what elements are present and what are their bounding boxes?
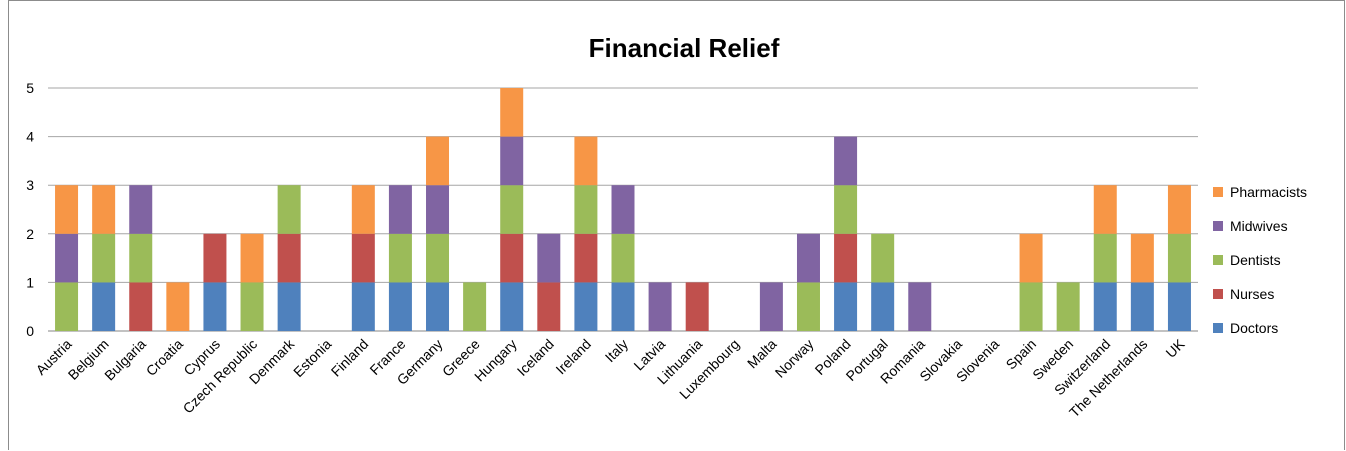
x-tick-label: Norway: [772, 336, 817, 381]
bar-dentists-belgium: [92, 233, 116, 283]
bar-doctors-france: [388, 282, 412, 331]
bar-pharmacists-hungary: [500, 88, 524, 137]
y-tick-label: 0: [26, 323, 34, 339]
bar-midwives-poland: [834, 136, 858, 186]
bar-dentists-austria: [55, 282, 79, 331]
x-tick-label: Finland: [328, 336, 372, 380]
bar-doctors-finland: [351, 282, 375, 331]
bar-dentists-greece: [463, 282, 487, 331]
bars: [55, 88, 1191, 331]
legend-swatch-nurses: [1213, 289, 1223, 299]
x-tick-label: Bulgaria: [101, 336, 149, 384]
x-tick-label: UK: [1163, 335, 1189, 361]
legend-label-pharmacists: Pharmacists: [1230, 184, 1307, 200]
bar-midwives-latvia: [648, 282, 672, 331]
bar-doctors-switzerland: [1093, 282, 1117, 331]
bar-doctors-denmark: [277, 282, 301, 331]
bar-dentists-ireland: [574, 185, 598, 234]
x-axis-labels: AustriaBelgiumBulgariaCroatiaCyprusCzech…: [33, 335, 1188, 420]
bar-doctors-hungary: [500, 282, 524, 331]
bar-dentists-hungary: [500, 185, 524, 234]
bar-pharmacists-germany: [426, 136, 450, 186]
bar-pharmacists-spain: [1019, 233, 1043, 283]
bar-doctors-belgium: [92, 282, 116, 331]
legend-swatch-midwives: [1213, 221, 1223, 231]
bar-pharmacists-croatia: [166, 282, 190, 331]
y-tick-label: 5: [26, 80, 34, 96]
bar-pharmacists-czech-republic: [240, 233, 264, 283]
bar-nurses-lithuania: [685, 282, 709, 331]
legend-label-nurses: Nurses: [1230, 286, 1274, 302]
bar-dentists-czech-republic: [240, 282, 264, 331]
bar-dentists-uk: [1167, 233, 1191, 283]
bar-doctors-ireland: [574, 282, 598, 331]
bar-doctors-the-netherlands: [1130, 282, 1154, 331]
bar-midwives-romania: [908, 282, 932, 331]
bar-dentists-germany: [426, 233, 450, 283]
bar-midwives-norway: [796, 233, 820, 283]
legend: Pharmacists Midwives Dentists Nurses Doctors: [1213, 184, 1307, 336]
y-tick-label: 4: [26, 129, 34, 145]
legend-swatch-pharmacists: [1213, 187, 1223, 197]
bar-midwives-austria: [55, 233, 79, 283]
bar-midwives-malta: [759, 282, 783, 331]
y-tick-label: 2: [26, 226, 34, 242]
bar-dentists-switzerland: [1093, 233, 1117, 283]
x-tick-label: Ireland: [552, 336, 594, 378]
bar-pharmacists-the-netherlands: [1130, 233, 1154, 283]
bar-doctors-poland: [834, 282, 858, 331]
x-tick-label: Italy: [602, 336, 631, 365]
bar-nurses-finland: [351, 233, 375, 283]
bar-pharmacists-uk: [1167, 185, 1191, 234]
bar-doctors-germany: [426, 282, 450, 331]
bar-midwives-germany: [426, 185, 450, 234]
chart-frame: [8, 0, 1345, 450]
bar-midwives-france: [388, 185, 412, 234]
y-axis-ticks: 0 1 2 3 4 5: [26, 80, 34, 339]
bar-pharmacists-ireland: [574, 136, 598, 186]
x-tick-label: Estonia: [290, 336, 334, 380]
bar-midwives-bulgaria: [129, 185, 153, 234]
bar-nurses-cyprus: [203, 233, 227, 283]
bar-pharmacists-switzerland: [1093, 185, 1117, 234]
bar-dentists-sweden: [1056, 282, 1080, 331]
bar-nurses-denmark: [277, 233, 301, 283]
bar-midwives-hungary: [500, 136, 524, 186]
bar-nurses-iceland: [537, 282, 561, 331]
legend-label-dentists: Dentists: [1230, 252, 1281, 268]
bar-dentists-portugal: [871, 233, 895, 283]
bar-nurses-bulgaria: [129, 282, 153, 331]
bar-midwives-italy: [611, 185, 635, 234]
y-tick-label: 3: [26, 177, 34, 193]
bar-dentists-bulgaria: [129, 233, 153, 283]
chart-title: Financial Relief: [589, 33, 780, 63]
bar-doctors-uk: [1167, 282, 1191, 331]
bar-pharmacists-belgium: [92, 185, 116, 234]
bar-dentists-italy: [611, 233, 635, 283]
bar-pharmacists-finland: [351, 185, 375, 234]
bar-dentists-denmark: [277, 185, 301, 234]
bar-pharmacists-austria: [55, 185, 79, 234]
legend-swatch-doctors: [1213, 323, 1223, 333]
x-tick-label: Iceland: [514, 336, 557, 379]
bar-doctors-cyprus: [203, 282, 227, 331]
x-tick-label: Croatia: [143, 336, 186, 379]
bar-nurses-hungary: [500, 233, 524, 283]
bar-nurses-poland: [834, 233, 858, 283]
bar-dentists-france: [388, 233, 412, 283]
bar-nurses-ireland: [574, 233, 598, 283]
bar-doctors-portugal: [871, 282, 895, 331]
bar-doctors-italy: [611, 282, 635, 331]
legend-swatch-dentists: [1213, 255, 1223, 265]
legend-label-midwives: Midwives: [1230, 218, 1288, 234]
bar-dentists-norway: [796, 282, 820, 331]
bar-dentists-poland: [834, 185, 858, 234]
bar-midwives-iceland: [537, 233, 561, 283]
bar-dentists-spain: [1019, 282, 1043, 331]
y-tick-label: 1: [26, 274, 34, 290]
legend-label-doctors: Doctors: [1230, 320, 1278, 336]
